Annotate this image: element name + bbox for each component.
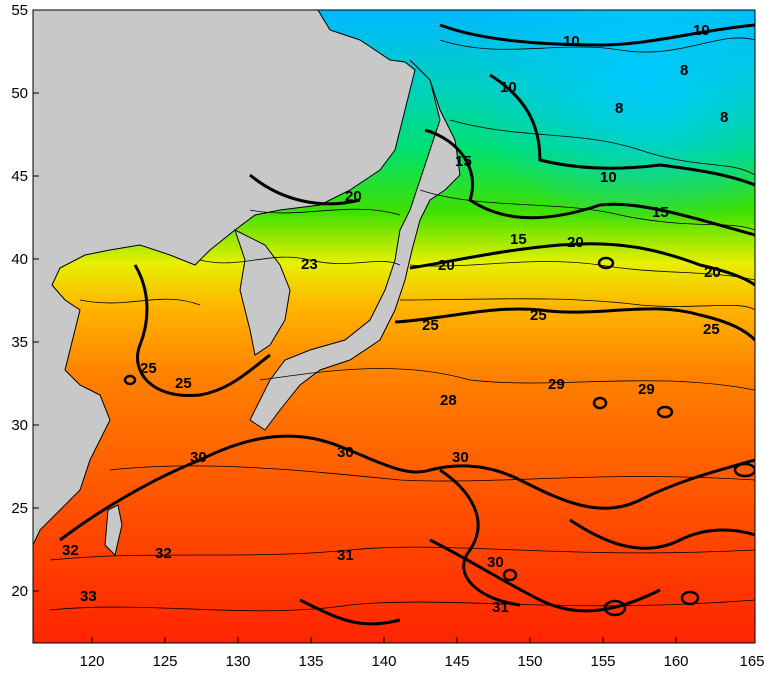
contour-label: 25	[422, 317, 439, 334]
contour-label: 28	[440, 392, 457, 409]
contour-label: 30	[337, 444, 354, 461]
x-tick-label: 145	[444, 653, 469, 670]
contour-label: 33	[80, 588, 97, 605]
x-tick-label: 160	[663, 653, 688, 670]
y-tick-label: 30	[11, 417, 28, 434]
x-tick-label: 125	[152, 653, 177, 670]
contour-label: 30	[452, 449, 469, 466]
contour-label: 8	[680, 62, 688, 79]
contour-labels: 10 10 10 10 8 8 8 15 15 15 20 20 20 20 2…	[62, 22, 728, 616]
contour-label: 15	[652, 204, 669, 221]
y-tick-label: 20	[11, 583, 28, 600]
contour-label: 10	[600, 169, 617, 186]
y-tick-label: 45	[11, 168, 28, 185]
contour-label: 25	[703, 321, 720, 338]
contour-label: 20	[567, 234, 584, 251]
contour-label: 31	[337, 547, 354, 564]
contour-label: 30	[190, 449, 207, 466]
y-tick-label: 40	[11, 251, 28, 268]
contour-label: 20	[345, 188, 362, 205]
contour-label: 8	[615, 100, 623, 117]
y-tick-label: 55	[11, 2, 28, 19]
x-tick-label: 130	[225, 653, 250, 670]
x-tick-label: 165	[739, 653, 764, 670]
y-tick-label: 25	[11, 500, 28, 517]
contour-label: 10	[693, 22, 710, 39]
y-axis: 55 50 45 40 35 30 25 20	[11, 2, 28, 600]
axis-ticks	[33, 9, 677, 643]
land-taiwan	[104, 504, 123, 556]
contour-label: 20	[438, 257, 455, 274]
contour-label: 23	[301, 256, 318, 273]
contour-label: 15	[455, 153, 472, 170]
contour-label: 10	[563, 33, 580, 50]
land-japan	[249, 59, 461, 431]
x-axis: 120 125 130 135 140 145 150 155 160 165	[79, 653, 764, 670]
contour-label: 32	[62, 542, 79, 559]
contour-label: 25	[530, 307, 547, 324]
contour-label: 30	[487, 554, 504, 571]
contour-label: 20	[704, 264, 721, 281]
y-tick-label: 50	[11, 85, 28, 102]
land-asia	[33, 10, 416, 546]
plot-frame	[32, 9, 756, 644]
x-tick-label: 135	[298, 653, 323, 670]
contour-label: 29	[548, 376, 565, 393]
contour-loops	[123, 256, 755, 617]
contour-label: 25	[140, 360, 157, 377]
contour-label: 15	[510, 231, 527, 248]
x-tick-label: 120	[79, 653, 104, 670]
plot-area: 10 10 10 10 8 8 8 15 15 15 20 20 20 20 2…	[33, 10, 755, 643]
contour-label: 25	[175, 375, 192, 392]
contour-label: 29	[638, 381, 655, 398]
x-tick-label: 150	[517, 653, 542, 670]
contour-label: 31	[492, 599, 509, 616]
y-tick-label: 35	[11, 334, 28, 351]
contour-label: 32	[155, 545, 172, 562]
x-tick-label: 155	[590, 653, 615, 670]
contour-label: 8	[720, 109, 728, 126]
contour-label: 10	[500, 79, 517, 96]
x-tick-label: 140	[371, 653, 396, 670]
